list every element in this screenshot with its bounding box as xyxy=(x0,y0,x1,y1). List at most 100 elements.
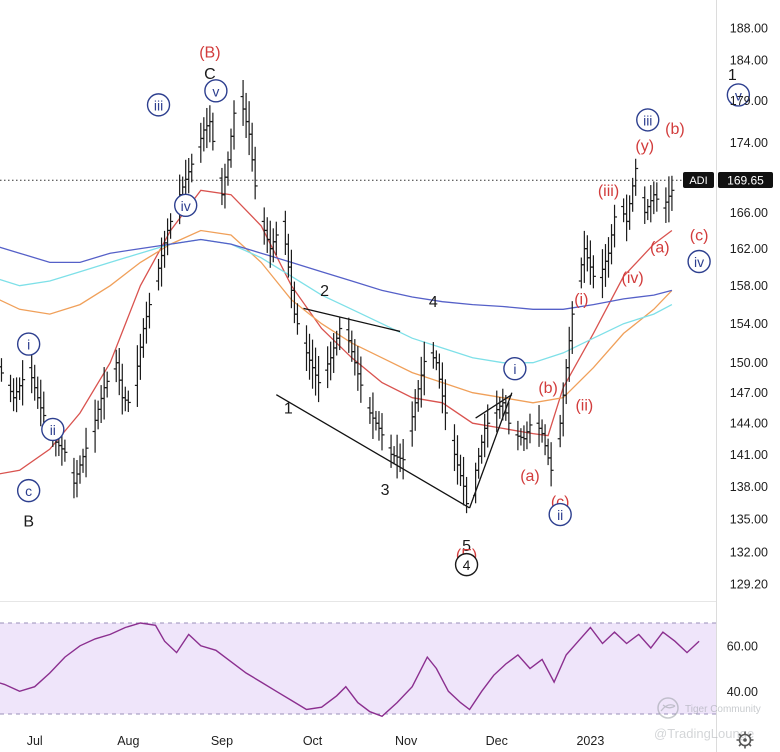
ohlc-bar xyxy=(168,213,174,239)
price-tick-label: 162.00 xyxy=(730,242,768,256)
ohlc-bar xyxy=(337,316,343,351)
wave-label-text: (i) xyxy=(574,291,588,308)
wave-label: B xyxy=(23,514,34,531)
wave-label-text: (c) xyxy=(690,227,709,244)
price-tick-label: 138.00 xyxy=(730,480,768,494)
moving-average-line-4 xyxy=(0,238,673,310)
price-tick-label: 132.00 xyxy=(730,546,768,560)
triangle-trendlines xyxy=(275,307,513,509)
settings-gear-icon[interactable] xyxy=(736,731,754,749)
time-tick-label: Nov xyxy=(395,734,418,748)
wave-label-text: ii xyxy=(50,422,56,438)
wave-label-text: v xyxy=(735,87,742,103)
wave-label-text: c xyxy=(25,483,32,499)
wave-label: (a) xyxy=(520,468,540,485)
ohlc-bar xyxy=(421,341,427,396)
triangle-line xyxy=(303,307,401,333)
wave-label-text: 3 xyxy=(381,482,390,499)
wave-label-text: v xyxy=(212,83,219,99)
price-tick-label: 154.00 xyxy=(730,317,768,331)
ohlc-bar xyxy=(104,371,110,398)
ohlc-bar xyxy=(527,413,533,444)
ohlc-bar xyxy=(548,442,554,487)
symbol-label: ADI xyxy=(689,175,707,187)
last-price-label: 169.65 xyxy=(727,174,764,188)
wave-label: 5 xyxy=(462,538,471,555)
wave-label-text: iv xyxy=(181,198,191,214)
price-tick-label: 166.00 xyxy=(730,206,768,220)
price-tick-label: 158.00 xyxy=(730,279,768,293)
wave-label-text: 1 xyxy=(728,67,737,84)
time-tick-label: Oct xyxy=(303,734,323,748)
ohlc-bar xyxy=(485,404,491,448)
ohlc-bar xyxy=(442,379,448,431)
wave-label: C xyxy=(204,66,216,83)
wave-label: (y) xyxy=(635,138,654,155)
ohlc-bar xyxy=(358,356,364,403)
ohlc-bar xyxy=(20,360,26,406)
ohlc-bar xyxy=(316,355,322,403)
ohlc-bar xyxy=(83,427,89,478)
ohlc-bar xyxy=(612,204,618,248)
ohlc-bar xyxy=(590,255,596,289)
price-tick-label: 188.00 xyxy=(730,22,768,36)
ohlc-bar xyxy=(633,158,639,196)
wave-label: iii xyxy=(636,108,660,132)
wave-label-text: iii xyxy=(643,112,652,128)
ohlc-bar xyxy=(464,476,470,514)
ohlc-bar xyxy=(125,390,131,413)
wave-label: (b) xyxy=(665,121,685,138)
wave-label-circle xyxy=(548,502,572,527)
wave-label-text: B xyxy=(23,514,34,531)
symbol-badge xyxy=(683,172,714,188)
wave-label: v xyxy=(726,83,751,107)
price-badge xyxy=(718,172,773,188)
ohlc-bar xyxy=(0,358,4,382)
wave-label-text: (b) xyxy=(665,121,685,138)
wave-label-text: 2 xyxy=(320,283,329,300)
wave-label-text: i xyxy=(513,361,516,377)
wave-label: (ii) xyxy=(575,397,593,414)
wave-label-circle xyxy=(41,417,65,442)
wave-label: 1 xyxy=(728,67,737,84)
wave-label: (a) xyxy=(650,239,670,256)
wave-label-text: ii xyxy=(557,507,563,523)
wave-label-text: 5 xyxy=(462,538,471,555)
wave-label: iv xyxy=(687,249,711,274)
wave-label-circle xyxy=(204,79,228,103)
wave-label-text: 4 xyxy=(463,557,471,573)
price-tick-label: 147.00 xyxy=(730,386,768,400)
rsi-tick-label: 60.00 xyxy=(727,639,758,653)
wave-label: v xyxy=(204,79,228,103)
wave-label: 4 xyxy=(454,552,479,577)
price-axis: 188.00184.00179.00174.00170.00166.00162.… xyxy=(730,22,768,592)
rsi-tick-label: 40.00 xyxy=(727,685,758,699)
price-tick-label: 174.00 xyxy=(730,136,768,150)
watermark-community: Tiger Community xyxy=(685,704,761,715)
price-tick-label: 184.00 xyxy=(730,53,768,67)
wave-label-text: (a) xyxy=(520,468,540,485)
wave-labels: (B)CviiiiviiicB12345(E)4i(a)(b)(c)ii(ii)… xyxy=(16,44,751,577)
wave-label-circle xyxy=(726,83,751,107)
wave-label: 2 xyxy=(320,283,329,300)
watermark-brand: @TradingLounge xyxy=(654,726,754,741)
time-axis: Jul Aug Sep Oct Nov Dec 2023 xyxy=(27,734,605,748)
wave-label: iv xyxy=(173,193,198,218)
wave-label-text: (ii) xyxy=(575,397,593,414)
price-tick-label: 135.00 xyxy=(730,512,768,526)
wave-label: (iii) xyxy=(598,183,619,200)
wave-label-text: 4 xyxy=(429,294,438,311)
ohlc-bar xyxy=(654,182,660,212)
ohlc-bar xyxy=(294,303,300,335)
price-tick-label: 179.00 xyxy=(730,94,768,108)
wave-label-circle xyxy=(16,332,41,356)
rsi-axis: 60.00 40.00 xyxy=(727,639,758,699)
wave-label-circle xyxy=(173,193,198,218)
wave-label: 4 xyxy=(429,294,438,311)
rsi-band-fill xyxy=(0,623,716,714)
time-tick-label: 2023 xyxy=(576,734,604,748)
time-tick-label: Aug xyxy=(117,734,139,748)
ohlc-bar xyxy=(379,413,385,451)
ohlc-bar xyxy=(400,439,406,480)
